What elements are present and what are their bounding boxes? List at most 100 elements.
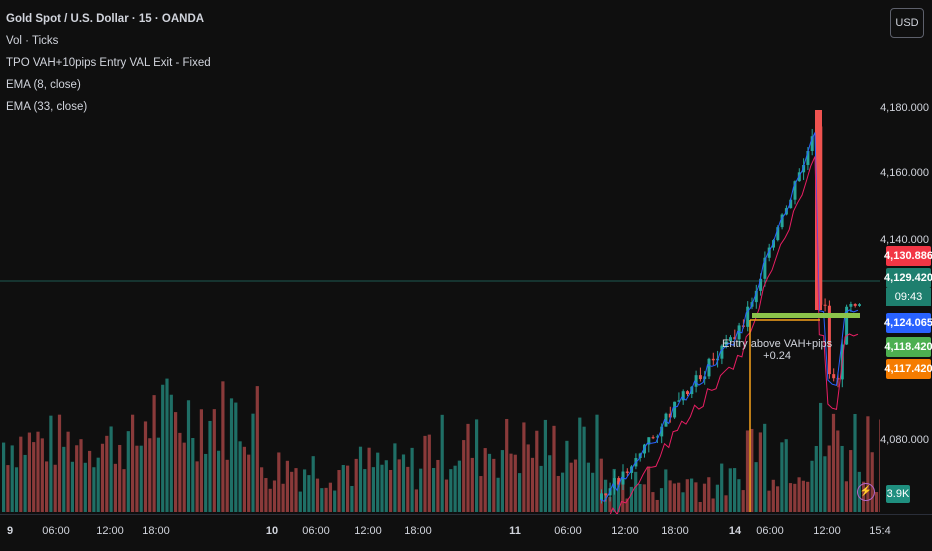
- volume-bar: [96, 457, 100, 512]
- volume-bar: [625, 498, 629, 512]
- bar-countdown: 09:43: [886, 288, 931, 306]
- volume-bar: [836, 430, 840, 512]
- volume-bar: [122, 469, 126, 512]
- volume-bar: [40, 438, 44, 512]
- volume-bar: [690, 478, 694, 512]
- volume-bar: [539, 465, 543, 512]
- volume-bar: [591, 472, 595, 512]
- volume-bar: [208, 420, 212, 512]
- volume-bar: [879, 419, 880, 512]
- volume-bar: [410, 447, 414, 512]
- volume-bar: [328, 482, 332, 512]
- time-label: 18:00: [142, 525, 170, 537]
- volume-bar: [341, 465, 345, 512]
- volume-bar: [629, 486, 633, 512]
- legend-tpo[interactable]: TPO VAH+10pips Entry VAL Exit - Fixed: [6, 57, 211, 69]
- symbol-title[interactable]: Gold Spot / U.S. Dollar · 15 · OANDA: [6, 13, 205, 25]
- price-scale[interactable]: 4,180.000 4,160.000 4,140.000 4,080.000: [880, 0, 932, 514]
- volume-bar: [707, 477, 711, 512]
- volume-bar: [565, 440, 569, 512]
- volume-bar: [79, 439, 83, 512]
- price-tick: 4,180.000: [880, 102, 929, 114]
- volume-bar: [6, 465, 10, 512]
- candle-body: [612, 478, 616, 489]
- volume-bar: [715, 484, 719, 512]
- volume-bar: [311, 456, 315, 512]
- volume-bar: [745, 430, 750, 512]
- volume-bar: [139, 445, 143, 512]
- volume-bar: [573, 459, 578, 512]
- volume-bar: [492, 458, 496, 512]
- volume-bar: [780, 442, 784, 512]
- volume-bar: [23, 454, 27, 512]
- volume-bar: [814, 445, 818, 512]
- chart-area[interactable]: Gold Spot / U.S. Dollar · 15 · OANDA Vol…: [0, 0, 880, 514]
- legend-ema33[interactable]: EMA (33, close): [6, 101, 88, 113]
- candle-body: [858, 304, 861, 306]
- volume-bar: [212, 409, 216, 512]
- candle-body: [733, 337, 737, 340]
- volume-bar: [831, 413, 836, 512]
- time-label: 18:00: [404, 525, 432, 537]
- volume-bar: [655, 499, 659, 512]
- volume-bar: [229, 398, 234, 512]
- time-label: 18:00: [661, 525, 689, 537]
- volume-bar: [143, 421, 148, 512]
- volume-bar: [556, 475, 560, 512]
- volume-bar: [126, 431, 130, 512]
- volume-bar: [642, 484, 646, 512]
- volume-bar: [66, 431, 70, 512]
- candle-body: [677, 400, 681, 402]
- volume-bar: [36, 431, 40, 512]
- candle-body: [681, 391, 685, 401]
- volume-bar: [264, 478, 268, 512]
- volume-bar: [303, 469, 307, 512]
- time-axis[interactable]: 9 06:00 12:00 18:00 10 06:00 12:00 18:00…: [0, 514, 932, 551]
- volume-bar: [479, 476, 483, 512]
- candle-body: [660, 426, 664, 437]
- volume-bar: [457, 460, 461, 512]
- volume-bar: [462, 440, 466, 512]
- legend-ema8[interactable]: EMA (8, close): [6, 79, 81, 91]
- price-chart[interactable]: [0, 0, 880, 514]
- lightning-icon[interactable]: ⚡: [857, 483, 875, 501]
- volume-bar: [45, 461, 49, 512]
- volume-bar: [393, 443, 397, 512]
- volume-bar: [32, 442, 36, 512]
- currency-button[interactable]: USD: [890, 8, 924, 38]
- volume-bar: [156, 437, 160, 512]
- volume-bar: [840, 445, 844, 512]
- volume-bar: [668, 480, 672, 512]
- volume-bar: [853, 413, 857, 512]
- volume-bar: [100, 443, 105, 512]
- price-badge-ema33: 4,130.886: [884, 246, 932, 266]
- volume-bar: [165, 378, 169, 512]
- legend-volume[interactable]: Vol · Ticks: [6, 35, 59, 47]
- volume-bar: [62, 446, 66, 512]
- volume-bar: [720, 463, 724, 512]
- candle-body: [810, 136, 814, 152]
- volume-bar: [281, 483, 285, 512]
- time-label: 06:00: [302, 525, 330, 537]
- candle-body: [832, 374, 836, 379]
- volume-bar: [659, 488, 664, 512]
- volume-bar: [285, 460, 289, 512]
- price-badge-vah: 4,118.420: [884, 337, 932, 357]
- volume-bar: [221, 381, 225, 512]
- volume-bar: [711, 498, 715, 512]
- candle-body: [815, 110, 822, 310]
- candle-body: [673, 401, 677, 418]
- volume-bar: [427, 434, 431, 512]
- volume-bar: [152, 395, 156, 512]
- volume-bar: [2, 442, 6, 512]
- volume-bar: [191, 437, 195, 512]
- volume-bar: [797, 477, 801, 512]
- volume-bar: [552, 425, 556, 512]
- volume-bar: [440, 414, 444, 512]
- candle-body: [698, 375, 702, 380]
- volume-bar: [70, 461, 74, 512]
- volume-bar: [423, 435, 427, 512]
- candle-body: [763, 257, 767, 279]
- volume-bar: [148, 438, 152, 512]
- time-label: 12:00: [611, 525, 639, 537]
